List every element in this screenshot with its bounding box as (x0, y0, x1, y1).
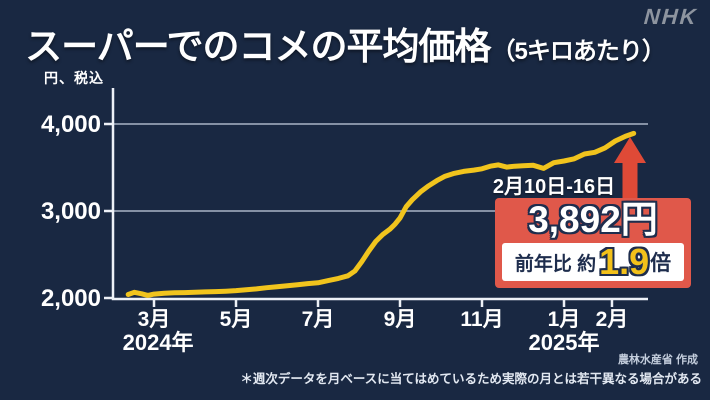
x-tick-label-7月: 7月 (302, 308, 335, 331)
annotation-date-range: 2月10日-16日 (492, 176, 616, 198)
y-axis-unit-label: 円、税込 (44, 70, 104, 86)
axis-labels: 2,000 3,000 4,000 3月 5月 7月 9月 11月 1月 2月 2024年 2025年 (41, 111, 628, 355)
yoy-comparison-box: 前年比 約 1.9 倍 (502, 243, 684, 281)
y-tick-label-3000: 3,000 (41, 198, 101, 225)
page-title-suffix: （5キロあたり） (491, 38, 666, 65)
x-tick-label-9月: 9月 (384, 308, 417, 331)
price-line (125, 130, 637, 298)
x-tick-label-5月: 5月 (220, 308, 253, 331)
x-tick-label-3月: 3月 (138, 308, 171, 331)
yoy-comparison-suffix: 倍 (650, 252, 672, 275)
x-tick-label-2月: 2月 (596, 308, 629, 331)
source-credit: 農林水産省 作成 (617, 354, 698, 366)
year-label-2025年: 2025年 (529, 330, 600, 355)
axis-ticks (104, 122, 614, 307)
y-tick-label-4000: 4,000 (41, 111, 101, 138)
x-tick-label-1月: 1月 (548, 308, 581, 331)
yoy-comparison-prefix: 前年比 約 (514, 253, 597, 275)
price-callout-value: 3,892円 (528, 199, 658, 240)
page-title: スーパーでのコメの平均価格 （5キロあたり） (0, 16, 690, 70)
yoy-comparison-value: 1.9 (599, 241, 650, 282)
y-tick-label-2000: 2,000 (41, 285, 101, 312)
up-arrow-icon (614, 137, 646, 201)
x-tick-label-11月: 11月 (460, 308, 503, 331)
footnote: ＊週次データを月ベースに当てはめているため実際の月とは若干異なる場合がある (240, 372, 702, 386)
price-callout: 3,892円 前年比 約 1.9 倍 (495, 198, 691, 288)
page-title-main: スーパーでのコメの平均価格 (25, 26, 491, 67)
year-label-2024年: 2024年 (123, 330, 194, 355)
